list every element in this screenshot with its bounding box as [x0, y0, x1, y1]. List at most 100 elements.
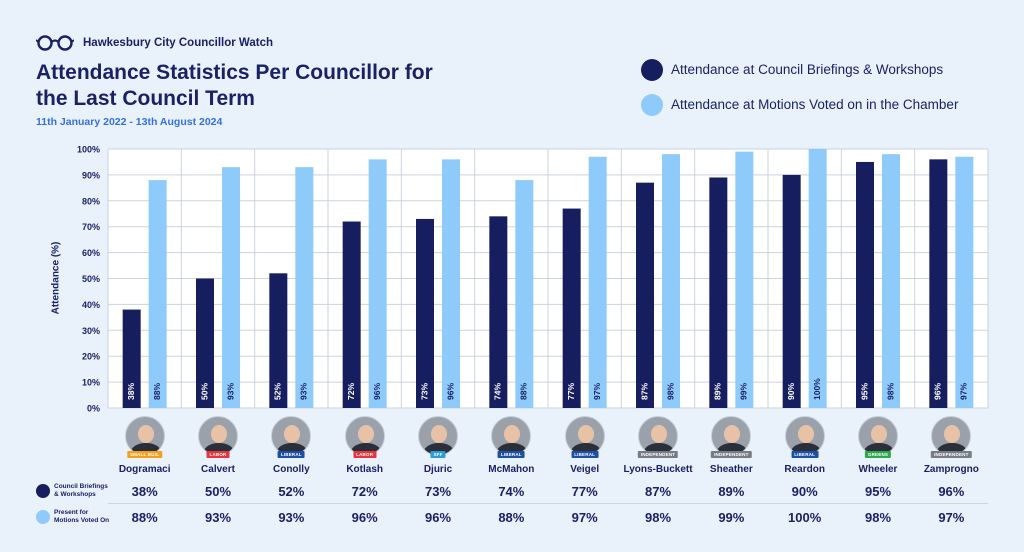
party-badge: LIBERAL [277, 451, 305, 458]
briefings-value: 77% [571, 484, 598, 499]
bar-briefings [122, 309, 141, 408]
councillor-name: Djuric [423, 464, 453, 475]
councillor-name: Sheather [709, 464, 753, 475]
bar-motions [222, 167, 240, 408]
briefings-value: 87% [644, 484, 672, 499]
bar-briefings [709, 177, 728, 408]
motions-value: 93% [278, 510, 305, 525]
motions-value: 96% [351, 510, 378, 525]
councillor-avatar: INDEPENDENT [637, 416, 679, 458]
briefings-row-label-line1: Council Briefings [54, 483, 108, 490]
briefings-value: 50% [204, 484, 232, 499]
party-badge: SMALL BUS. [126, 451, 163, 458]
bar-motions [588, 156, 607, 408]
bar-label-briefings: 87% [639, 383, 649, 400]
legend-label-motions: Attendance at Motions Voted on in the Ch… [671, 97, 959, 112]
legend-swatch-briefings [641, 58, 663, 81]
bar-briefings [782, 174, 801, 408]
councillor-name: Zamprogno [923, 464, 979, 475]
motions-row-label-line2: Motions Voted On [54, 517, 110, 524]
motions-value: 97% [571, 510, 598, 525]
bar-briefings [269, 273, 288, 408]
party-badge: INDEPENDENT [931, 451, 972, 458]
bar-label-briefings: 77% [566, 383, 576, 400]
councillor-name: Wheeler [858, 464, 898, 475]
bar-label-briefings: 95% [859, 383, 869, 400]
y-tick-label: 70% [82, 222, 100, 232]
y-tick-label: 0% [87, 404, 100, 414]
bar-briefings [636, 182, 654, 408]
party-badge: INDEPENDENT [711, 451, 752, 458]
avatar-photo [124, 416, 165, 456]
y-tick-label: 20% [82, 352, 100, 362]
y-tick-label: 100% [77, 145, 100, 155]
y-tick-label: 60% [82, 248, 100, 258]
bar-label-motions: 93% [225, 383, 235, 400]
row-divider [108, 503, 988, 504]
date-range: 11th January 2022 - 13th August 2024 [36, 116, 223, 128]
motions-value: 99% [718, 510, 745, 525]
bar-label-briefings: 50% [199, 383, 209, 400]
brand-name: Hawkesbury City Councillor Watch [83, 37, 273, 49]
councillor-name: Veigel [570, 464, 600, 475]
bar-label-briefings: 96% [933, 383, 943, 400]
bar-label-motions: 98% [885, 383, 895, 400]
glasses-icon [36, 35, 74, 51]
legend-label-briefings: Attendance at Council Briefings & Worksh… [671, 62, 944, 77]
councillor-avatar: LIBERAL [491, 416, 532, 458]
brand: Hawkesbury City Councillor Watch [36, 35, 273, 51]
bar-briefings [489, 216, 508, 408]
bar-motions [735, 151, 754, 408]
motions-row-swatch [36, 510, 50, 524]
briefings-value: 72% [351, 484, 378, 499]
bar-motions [368, 159, 387, 408]
party-badge: LABOR [206, 451, 230, 458]
councillor-avatar: LABOR [198, 416, 238, 458]
bar-briefings [342, 221, 361, 408]
councillor-name: Calvert [201, 464, 235, 475]
bar-briefings [562, 208, 581, 408]
councillor-avatar: INDEPENDENT [931, 416, 972, 458]
bar-label-motions: 99% [739, 383, 749, 400]
motions-value: 97% [938, 510, 965, 525]
councillor-name: Conolly [272, 464, 310, 475]
bar-label-motions: 88% [519, 383, 529, 400]
y-tick-label: 10% [82, 378, 100, 388]
y-tick-label: 30% [82, 326, 100, 336]
bar-label-motions: 96% [445, 383, 455, 400]
councillor-avatar: LIBERAL [564, 416, 605, 458]
bar-briefings [196, 278, 214, 408]
party-badge: GREENS [864, 451, 892, 458]
avatar-photo [271, 416, 312, 456]
bar-label-motions: 93% [299, 383, 309, 400]
briefings-value: 73% [424, 484, 452, 499]
bar-label-motions: 88% [152, 383, 162, 400]
bar-motions [882, 154, 900, 408]
bar-label-motions: 98% [665, 383, 675, 400]
motions-value: 98% [864, 510, 892, 525]
briefings-value: 38% [131, 484, 158, 499]
party-badge: LIBERAL [791, 451, 819, 458]
motions-value: 98% [644, 510, 672, 525]
party-badge: INDEPENDENT [637, 451, 679, 458]
briefings-row-swatch [36, 484, 50, 498]
briefings-row-label: Council Briefings & Workshops [54, 483, 108, 499]
councillor-name: Reardon [784, 464, 825, 475]
page-title: Attendance Statistics Per Councillor for… [36, 61, 433, 110]
bar-motions [808, 149, 827, 408]
briefings-value: 90% [791, 484, 818, 499]
councillor-avatar: SFF [418, 416, 458, 458]
avatar-photo [931, 416, 972, 456]
avatar-photo [344, 416, 385, 456]
councillor-avatar: LABOR [344, 416, 385, 458]
motions-value: 88% [131, 510, 158, 525]
bar-briefings [929, 159, 948, 408]
avatar-photo [858, 416, 898, 456]
avatar-photo [418, 416, 458, 456]
party-badge: SFF [430, 451, 446, 458]
y-tick-label: 80% [82, 196, 100, 206]
bar-motions [148, 180, 167, 408]
councillor-avatar: LIBERAL [784, 416, 825, 458]
bar-motions [442, 159, 460, 408]
